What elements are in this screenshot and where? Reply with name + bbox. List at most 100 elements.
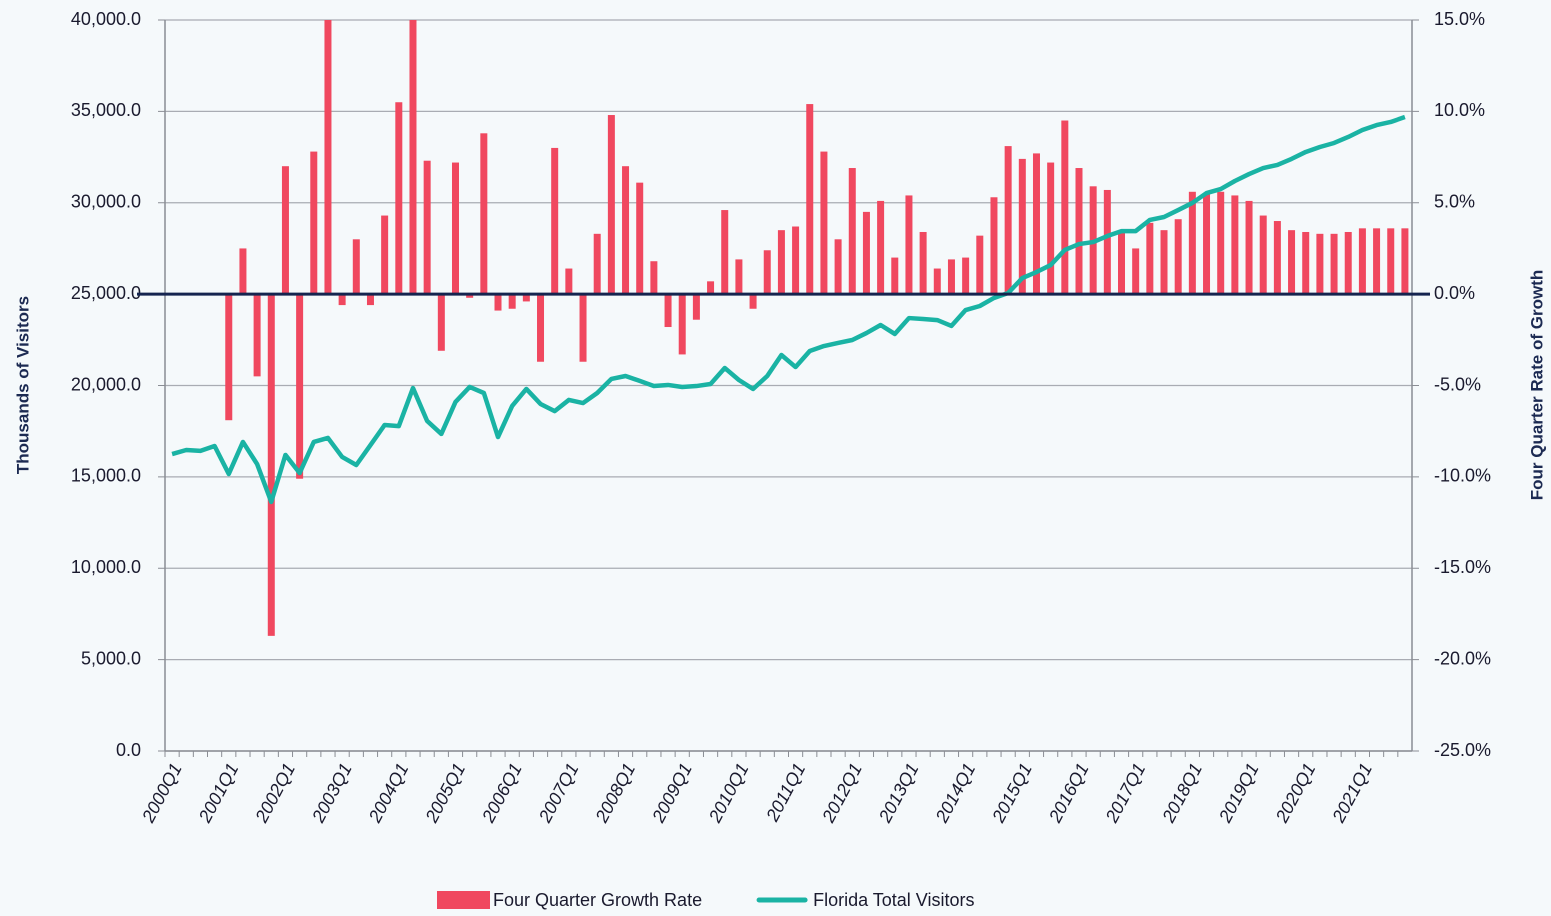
- bar: [891, 257, 899, 295]
- y2-tick-label: 15.0%: [1434, 9, 1485, 29]
- bar: [281, 166, 289, 295]
- bar: [1273, 221, 1281, 295]
- x-tick-label: 2007Q1: [534, 760, 582, 827]
- bar: [1061, 120, 1069, 295]
- line: [171, 114, 1406, 505]
- y2-tick-label: 5.0%: [1434, 192, 1475, 212]
- x-tick-label: 2011Q1: [762, 760, 810, 826]
- bar: [508, 294, 516, 309]
- bar: [225, 294, 233, 421]
- y-tick-label: 25,000.0: [71, 283, 141, 303]
- bar: [749, 294, 757, 309]
- bar: [650, 261, 658, 295]
- x-tick-label: 2013Q1: [874, 760, 922, 827]
- bar: [579, 294, 587, 362]
- x-tick-label: 2002Q1: [251, 760, 299, 827]
- legend-swatch: [437, 891, 490, 909]
- y-tick-label: 40,000.0: [71, 9, 141, 29]
- bar: [1387, 228, 1395, 295]
- bar: [381, 215, 389, 295]
- bar: [834, 239, 842, 295]
- y-tick-label: 5,000.0: [81, 648, 141, 668]
- x-tick-label: 2003Q1: [308, 760, 356, 827]
- bar: [1047, 162, 1055, 295]
- bar: [877, 200, 885, 295]
- bar: [962, 257, 970, 295]
- y-axis-title: Thousands of Visitors: [13, 296, 32, 474]
- bar: [990, 197, 998, 295]
- bar: [366, 294, 374, 306]
- bar: [919, 231, 927, 295]
- bar: [565, 268, 573, 295]
- legend-label: Florida Total Visitors: [813, 890, 974, 910]
- y2-axis-title: Four Quarter Rate of Growth: [1527, 270, 1546, 500]
- y-tick-label: 15,000.0: [71, 466, 141, 486]
- bar: [976, 235, 984, 295]
- bar: [721, 210, 729, 295]
- bar: [239, 248, 247, 295]
- x-tick-label: 2016Q1: [1045, 760, 1093, 827]
- bar: [1103, 189, 1111, 295]
- x-tick-label: 2006Q1: [478, 760, 526, 827]
- bar: [622, 166, 630, 295]
- x-tick-label: 2010Q1: [704, 760, 752, 827]
- bar: [636, 182, 644, 295]
- bar: [1217, 191, 1225, 295]
- legend-label: Four Quarter Growth Rate: [493, 890, 702, 910]
- bar: [607, 115, 615, 295]
- y2-tick-label: -10.0%: [1434, 466, 1491, 486]
- x-tick-label: 2009Q1: [648, 760, 696, 827]
- x-tick-label: 2000Q1: [138, 760, 186, 827]
- bar: [1018, 158, 1026, 295]
- y-tick-label: 30,000.0: [71, 192, 141, 212]
- bar: [735, 259, 743, 295]
- bar: [1373, 228, 1381, 295]
- y2-tick-label: -5.0%: [1434, 374, 1481, 394]
- bar: [352, 239, 360, 295]
- y2-tick-label: -15.0%: [1434, 557, 1491, 577]
- y2-tick-label: 10.0%: [1434, 100, 1485, 120]
- x-tick-label: 2005Q1: [421, 760, 469, 827]
- bar: [707, 281, 715, 295]
- bar: [1259, 215, 1267, 295]
- bar: [1316, 233, 1324, 295]
- bar: [1174, 219, 1182, 295]
- bar: [551, 147, 559, 295]
- bar: [522, 294, 530, 302]
- bar: [466, 294, 474, 298]
- bar: [1231, 195, 1239, 295]
- x-tick-label: 2001Q1: [194, 760, 242, 827]
- x-tick-label: 2018Q1: [1158, 760, 1206, 827]
- bar: [480, 133, 488, 295]
- bar: [664, 294, 672, 328]
- x-tick-label: 2017Q1: [1101, 760, 1149, 827]
- bar: [933, 268, 941, 295]
- bar: [437, 294, 445, 351]
- bar: [947, 259, 955, 295]
- bar: [1146, 222, 1154, 295]
- bar: [338, 294, 346, 306]
- y-tick-label: 10,000.0: [71, 557, 141, 577]
- bar: [395, 102, 403, 295]
- bar: [267, 294, 275, 636]
- bar: [253, 294, 261, 377]
- bar: [905, 195, 913, 295]
- bar: [451, 162, 459, 295]
- y2-tick-label: -25.0%: [1434, 740, 1491, 760]
- bar: [1245, 200, 1253, 295]
- bar: [820, 151, 828, 295]
- bar: [848, 168, 856, 295]
- bar: [324, 20, 332, 295]
- x-tick-label: 2019Q1: [1215, 760, 1263, 827]
- bar: [1160, 230, 1168, 295]
- x-tick-label: 2008Q1: [591, 760, 639, 827]
- bar: [1358, 228, 1366, 295]
- x-tick-label: 2004Q1: [364, 760, 412, 827]
- bar: [1188, 191, 1196, 295]
- bar: [777, 230, 785, 295]
- bar: [494, 294, 502, 311]
- bar: [1032, 153, 1040, 295]
- bar: [1118, 231, 1126, 295]
- bar: [678, 294, 686, 355]
